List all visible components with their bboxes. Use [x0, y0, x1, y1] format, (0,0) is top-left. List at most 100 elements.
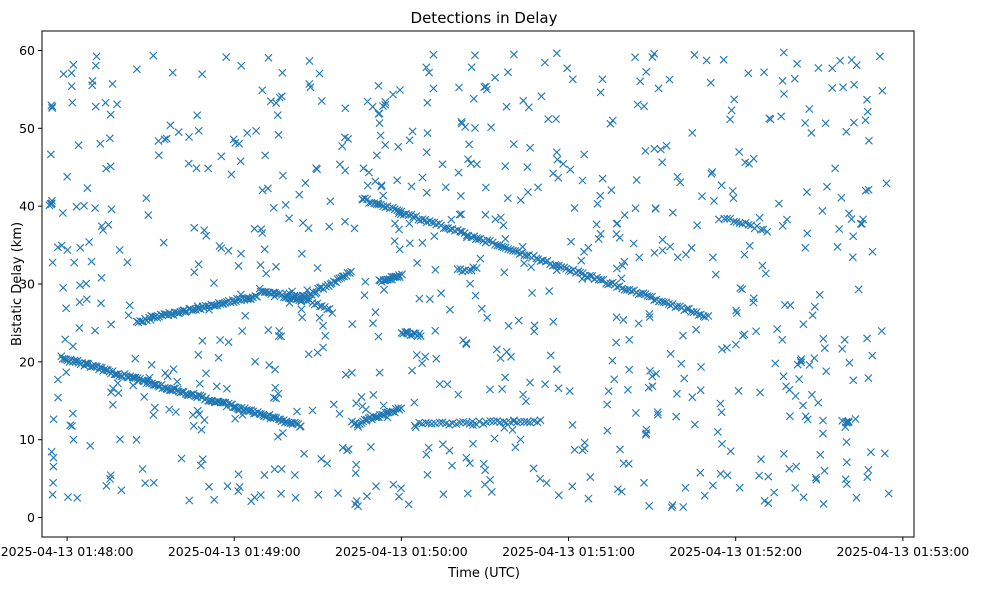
data-point — [415, 418, 424, 427]
data-point — [708, 481, 717, 490]
data-point — [623, 385, 632, 394]
data-point — [526, 378, 534, 387]
data-point — [381, 276, 390, 285]
data-point — [711, 270, 720, 279]
data-point — [842, 480, 851, 489]
data-point — [234, 470, 243, 479]
data-point — [877, 327, 886, 335]
data-point — [396, 210, 405, 219]
data-point — [293, 407, 301, 416]
data-point — [779, 372, 788, 381]
data-point — [727, 106, 736, 115]
data-point — [623, 286, 631, 294]
data-point — [465, 459, 474, 468]
data-point — [552, 115, 561, 123]
data-point — [833, 242, 842, 251]
data-point — [486, 475, 495, 484]
data-point — [511, 443, 520, 452]
data-point — [57, 241, 66, 250]
data-point — [507, 352, 515, 361]
data-point — [690, 420, 699, 429]
data-point — [845, 358, 854, 367]
data-point — [481, 82, 490, 91]
data-point — [818, 206, 827, 215]
data-point — [842, 458, 851, 467]
data-point — [723, 471, 732, 480]
data-point — [223, 482, 232, 491]
data-point — [455, 418, 464, 427]
data-point — [529, 464, 538, 473]
data-point — [842, 127, 851, 136]
data-point — [511, 246, 520, 255]
data-point — [379, 102, 387, 111]
data-point — [863, 107, 872, 116]
data-point — [168, 68, 177, 77]
data-point — [166, 121, 175, 130]
data-point — [132, 65, 141, 74]
data-point — [740, 250, 749, 259]
data-point — [405, 136, 414, 145]
data-point — [532, 254, 541, 263]
data-point — [390, 237, 399, 246]
data-point — [749, 154, 758, 163]
data-point — [80, 201, 88, 210]
data-point — [432, 220, 441, 229]
data-point — [681, 483, 690, 492]
data-point — [645, 310, 654, 318]
data-point — [91, 102, 100, 111]
data-point — [380, 285, 388, 294]
data-point — [192, 164, 201, 173]
data-point — [160, 383, 169, 392]
data-point — [411, 423, 420, 432]
y-tick-label: 30 — [19, 277, 35, 292]
data-point — [63, 246, 72, 254]
data-point — [190, 268, 199, 277]
x-axis-title: Time (UTC) — [447, 566, 520, 581]
data-point — [778, 76, 787, 85]
data-point — [202, 369, 210, 378]
data-point — [807, 390, 816, 399]
data-point — [430, 232, 439, 241]
data-point — [85, 238, 94, 246]
data-point — [835, 225, 844, 233]
data-point — [74, 141, 83, 150]
data-point — [455, 83, 463, 92]
data-point — [502, 102, 511, 111]
data-point — [303, 297, 311, 306]
data-point — [608, 356, 617, 365]
data-point — [194, 126, 203, 135]
data-point — [366, 442, 375, 451]
data-point — [514, 316, 523, 325]
data-point — [570, 445, 579, 454]
data-point — [653, 408, 662, 417]
data-point — [799, 320, 808, 329]
data-point — [842, 418, 851, 427]
data-point — [328, 309, 337, 317]
data-point — [491, 215, 500, 224]
data-point — [730, 95, 739, 104]
data-point — [847, 56, 856, 64]
data-point — [735, 483, 744, 492]
data-point — [197, 425, 206, 434]
y-tick-label: 10 — [19, 432, 35, 447]
data-point — [454, 390, 463, 399]
data-point — [272, 99, 281, 108]
data-point — [234, 261, 243, 270]
data-point — [837, 193, 846, 202]
data-point — [352, 460, 361, 469]
data-point — [190, 223, 199, 232]
data-point — [427, 419, 436, 428]
data-point — [500, 423, 509, 432]
data-point — [607, 186, 616, 195]
data-point — [138, 465, 147, 473]
data-point — [354, 502, 362, 511]
data-point — [350, 224, 359, 233]
data-point — [859, 215, 868, 224]
data-point — [839, 83, 848, 92]
data-point — [645, 292, 654, 301]
data-point — [288, 287, 297, 296]
data-point — [528, 289, 537, 297]
data-point — [314, 490, 323, 499]
data-point — [708, 168, 717, 176]
y-tick-label: 40 — [19, 199, 35, 214]
